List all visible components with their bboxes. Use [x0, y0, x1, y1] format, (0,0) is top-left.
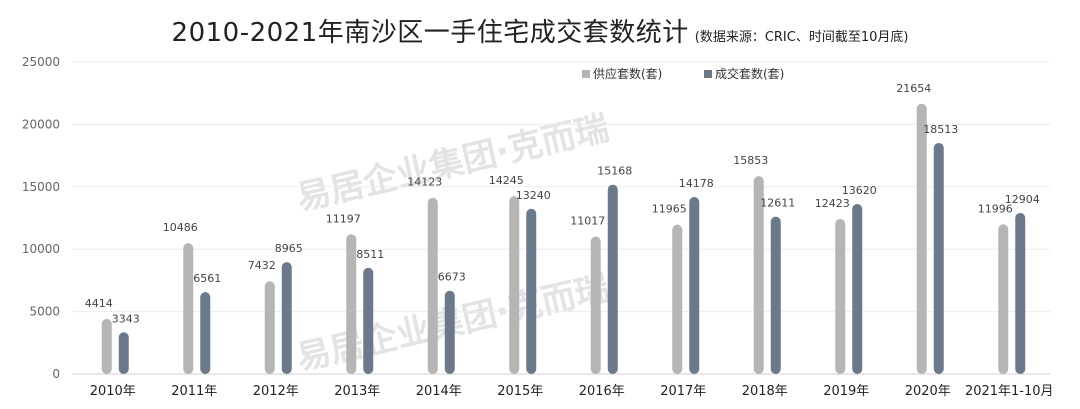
data-label: 14245 [489, 174, 524, 187]
bar [363, 267, 374, 374]
data-label: 12423 [815, 197, 850, 210]
bar [835, 218, 846, 374]
legend-label: 成交套数(套) [715, 66, 784, 81]
x-tick-label: 2021年1-10月 [965, 384, 1054, 399]
x-tick-label: 2020年 [905, 384, 951, 399]
bar [933, 142, 944, 374]
x-tick-label: 2015年 [497, 384, 543, 399]
y-tick-label: 0 [52, 367, 60, 381]
x-tick-label: 2014年 [416, 384, 462, 399]
data-label: 14178 [679, 177, 714, 190]
data-label: 21654 [896, 82, 931, 95]
legend-label: 供应套数(套) [593, 66, 662, 81]
chart-title-row: 2010-2021年南沙区一手住宅成交套数统计 (数据来源：CRIC、时间截至10… [0, 12, 1080, 49]
data-label: 7432 [248, 259, 276, 272]
x-tick-label: 2017年 [660, 384, 706, 399]
bar [118, 332, 129, 374]
x-tick-label: 2016年 [579, 384, 625, 399]
data-label: 18513 [923, 123, 958, 136]
bar [607, 184, 618, 374]
data-label: 3343 [112, 312, 140, 325]
y-tick-label: 10000 [22, 242, 60, 256]
legend-swatch [704, 70, 712, 78]
y-tick-label: 25000 [22, 55, 60, 69]
bar [770, 216, 781, 374]
bar [590, 236, 601, 374]
x-tick-label: 2013年 [334, 384, 380, 399]
bar [509, 196, 520, 374]
data-label: 12904 [1005, 193, 1040, 206]
bar [998, 224, 1009, 374]
data-label: 8511 [356, 248, 384, 261]
chart-title: 2010-2021年南沙区一手住宅成交套数统计 [171, 18, 689, 48]
data-label: 15168 [597, 165, 632, 178]
data-label: 11965 [652, 203, 687, 216]
data-label: 6673 [438, 271, 466, 284]
bar [672, 224, 683, 374]
bar [916, 103, 927, 374]
chart-subtitle: (数据来源：CRIC、时间截至10月底) [694, 30, 909, 45]
data-label: 13240 [516, 189, 551, 202]
bar [689, 197, 700, 374]
bar [444, 290, 455, 374]
data-label: 11017 [570, 215, 605, 228]
bar [101, 318, 112, 374]
data-label: 10486 [163, 221, 198, 234]
data-label: 12611 [760, 197, 795, 210]
bar [852, 204, 863, 374]
bar [427, 197, 438, 374]
data-label: 11996 [978, 202, 1013, 215]
data-label: 6561 [193, 272, 221, 285]
x-tick-label: 2019年 [823, 384, 869, 399]
y-tick-label: 15000 [22, 180, 60, 194]
x-tick-label: 2018年 [742, 384, 788, 399]
y-tick-label: 20000 [22, 117, 60, 131]
bar [183, 243, 194, 374]
x-tick-label: 2012年 [253, 384, 299, 399]
data-label: 15853 [733, 154, 768, 167]
data-label: 13620 [842, 184, 877, 197]
data-label: 4414 [85, 297, 113, 310]
data-label: 8965 [275, 242, 303, 255]
data-label: 14123 [407, 176, 442, 189]
y-tick-label: 5000 [29, 305, 60, 319]
legend-swatch [582, 70, 590, 78]
bar [281, 262, 292, 374]
bar [1015, 212, 1026, 374]
bar [753, 176, 764, 374]
x-tick-label: 2011年 [171, 384, 217, 399]
bar [264, 281, 275, 374]
bar [526, 208, 537, 374]
bar [200, 292, 211, 374]
bar [346, 234, 357, 374]
data-label: 11197 [326, 212, 361, 225]
x-tick-label: 2010年 [90, 384, 136, 399]
